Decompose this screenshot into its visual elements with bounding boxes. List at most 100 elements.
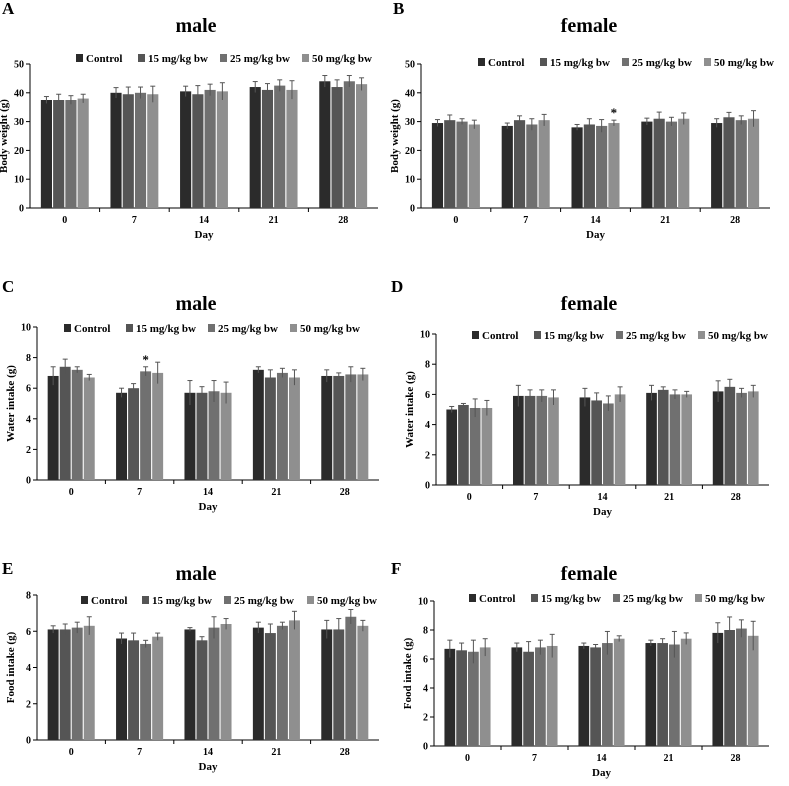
legend-entry: 15 mg/kg bw xyxy=(541,593,601,605)
bar xyxy=(288,377,300,480)
legend-entry: 50 mg/kg bw xyxy=(714,57,774,69)
legend-entry: 50 mg/kg bw xyxy=(317,595,377,607)
x-tick-label: 28 xyxy=(338,215,348,226)
panel-letter: C xyxy=(2,277,14,296)
legend-entry: Control xyxy=(488,57,524,69)
bar xyxy=(204,89,216,208)
legend: Control 15 mg/kg bw 25 mg/kg bw 50 mg/kg bw xyxy=(469,593,765,605)
x-tick-label: 28 xyxy=(340,487,350,498)
chart-title: male xyxy=(175,563,216,585)
panel-letter: B xyxy=(393,0,404,18)
bar xyxy=(128,388,140,480)
x-tick-label: 7 xyxy=(533,492,538,503)
x-tick-label: 14 xyxy=(203,487,213,498)
legend-entry: Control xyxy=(482,330,518,342)
y-tick-label: 0 xyxy=(19,204,24,215)
bar xyxy=(134,92,147,208)
legend-entry: Control xyxy=(479,593,515,605)
y-tick-label: 10 xyxy=(420,330,430,341)
y-tick-label: 0 xyxy=(26,736,31,747)
bar xyxy=(596,125,608,208)
bar xyxy=(252,369,264,480)
y-tick-label: 8 xyxy=(423,626,428,637)
bar xyxy=(208,627,220,740)
x-tick-label: 7 xyxy=(532,753,537,764)
bar xyxy=(116,638,128,740)
x-tick-label: 7 xyxy=(132,215,137,226)
bar xyxy=(603,403,614,485)
bar xyxy=(216,91,228,208)
bar xyxy=(331,87,343,208)
bar xyxy=(357,374,369,480)
y-axis-title: Water intake (g) xyxy=(404,371,416,448)
bar xyxy=(47,375,59,480)
bar xyxy=(77,98,89,208)
x-tick-label: 28 xyxy=(730,215,740,226)
bar xyxy=(261,89,274,208)
bar xyxy=(264,377,276,480)
legend-swatch xyxy=(76,54,83,62)
bar xyxy=(128,640,140,740)
y-tick-label: 2 xyxy=(26,445,31,456)
bar xyxy=(512,395,524,485)
y-axis-title: Food intake (g) xyxy=(5,631,17,703)
panel-letter: A xyxy=(2,0,15,18)
bar xyxy=(444,648,456,746)
bar xyxy=(264,633,276,740)
bar xyxy=(333,629,345,740)
x-tick-label: 28 xyxy=(731,753,741,764)
legend-swatch xyxy=(695,594,702,602)
bar xyxy=(184,629,196,740)
x-tick-label: 0 xyxy=(453,215,458,226)
bar xyxy=(319,81,331,208)
x-tick-label: 21 xyxy=(271,747,281,758)
bar xyxy=(646,392,657,485)
bar xyxy=(59,629,71,740)
y-tick-label: 20 xyxy=(14,146,24,157)
bar xyxy=(571,127,583,208)
bar xyxy=(536,395,548,485)
legend-entry: 50 mg/kg bw xyxy=(705,593,765,605)
x-axis-title: Day xyxy=(195,229,214,241)
legend: Control 15 mg/kg bw 25 mg/kg bw 50 mg/kg bw xyxy=(76,53,372,65)
bar xyxy=(591,400,602,485)
bar xyxy=(444,120,456,208)
legend-swatch xyxy=(698,331,705,339)
x-tick-label: 21 xyxy=(271,487,281,498)
legend-swatch xyxy=(534,331,541,339)
bar xyxy=(535,647,546,746)
bar xyxy=(110,92,122,208)
legend-swatch xyxy=(622,58,629,66)
bar xyxy=(669,644,680,746)
legend-entry: 50 mg/kg bw xyxy=(708,330,768,342)
x-tick-label: 21 xyxy=(269,215,279,226)
bar xyxy=(249,87,261,208)
bar xyxy=(59,366,71,480)
bar xyxy=(357,625,369,740)
bar xyxy=(140,371,152,480)
bar xyxy=(356,84,368,208)
y-tick-label: 50 xyxy=(405,60,415,71)
x-tick-label: 14 xyxy=(203,747,213,758)
x-axis-title: Day xyxy=(592,767,611,779)
bar xyxy=(274,85,286,208)
bar xyxy=(458,404,469,485)
bar xyxy=(83,625,95,740)
y-tick-label: 4 xyxy=(26,414,31,425)
bar xyxy=(196,392,208,480)
x-axis-title: Day xyxy=(199,501,218,513)
x-tick-label: 14 xyxy=(199,215,209,226)
bar xyxy=(479,647,491,746)
bar xyxy=(548,397,559,485)
x-tick-label: 0 xyxy=(69,747,74,758)
bar xyxy=(196,640,208,740)
legend-swatch xyxy=(142,596,149,604)
legend-swatch xyxy=(81,596,88,604)
bar xyxy=(523,651,534,746)
y-tick-label: 0 xyxy=(423,742,428,753)
bar xyxy=(345,616,357,740)
bar xyxy=(736,392,747,485)
bar xyxy=(723,117,735,208)
